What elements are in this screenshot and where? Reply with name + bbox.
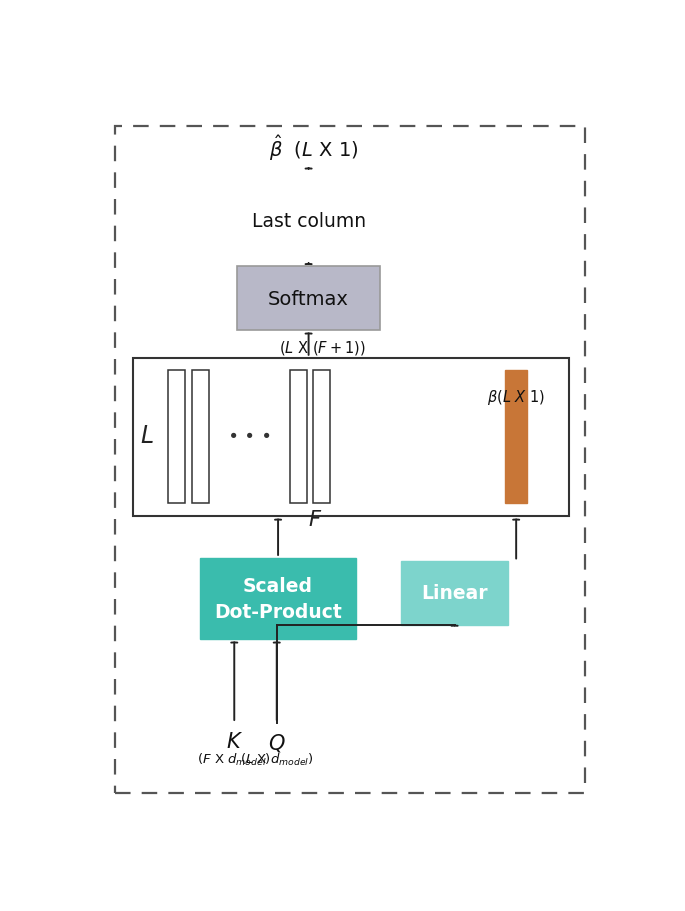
Text: $F$: $F$ [308, 509, 322, 529]
Bar [200, 558, 356, 639]
Text: $\bullet$ $\bullet$ $\bullet$: $\bullet$ $\bullet$ $\bullet$ [227, 426, 271, 445]
Bar [313, 371, 329, 504]
Bar [505, 371, 527, 504]
Bar [237, 267, 380, 331]
Text: Last column: Last column [251, 212, 366, 231]
Bar [115, 127, 585, 793]
Text: $(L$ X $(F+1))$: $(L$ X $(F+1))$ [279, 339, 365, 357]
Bar [168, 371, 185, 504]
Text: $\hat{\beta}$  $(L$ X $1)$: $\hat{\beta}$ $(L$ X $1)$ [269, 133, 359, 163]
Text: Linear: Linear [421, 584, 488, 603]
Bar [401, 562, 508, 625]
Bar [192, 371, 209, 504]
Text: $(L$ X $d_{\mathit{model}})$: $(L$ X $d_{\mathit{model}})$ [240, 752, 314, 767]
Text: $L$: $L$ [140, 424, 153, 447]
Text: $Q$: $Q$ [268, 732, 286, 753]
Text: Softmax: Softmax [268, 289, 349, 308]
Text: $K$: $K$ [226, 732, 242, 752]
Bar [134, 358, 569, 517]
Text: $(F$ X $d_{\mathit{model}})$: $(F$ X $d_{\mathit{model}})$ [197, 752, 271, 767]
Text: Scaled
Dot-Product: Scaled Dot-Product [214, 576, 342, 621]
Text: $\beta(L$ X $1)$: $\beta(L$ X $1)$ [486, 387, 545, 406]
Bar [290, 371, 307, 504]
